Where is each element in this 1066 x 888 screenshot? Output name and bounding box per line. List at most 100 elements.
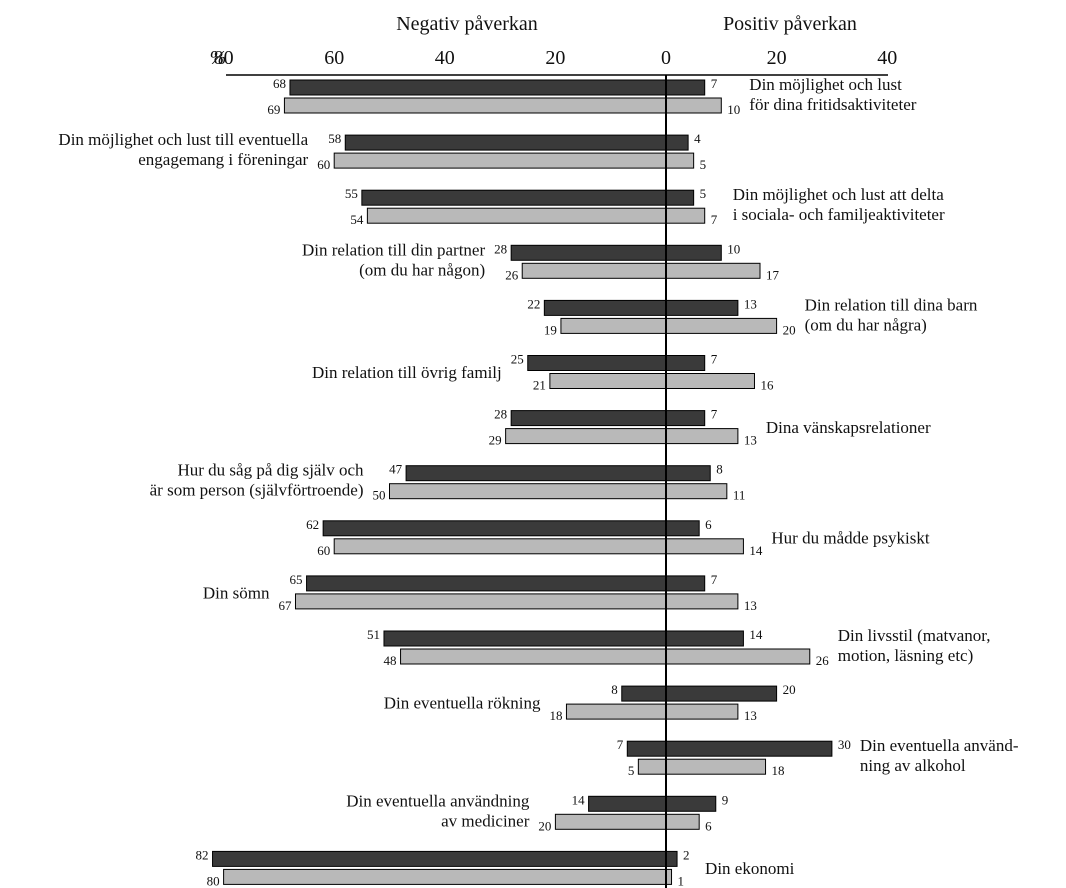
positive-value-label: 7	[711, 212, 718, 227]
bar-series-b	[283, 97, 722, 114]
bar-series-a	[361, 189, 695, 206]
positive-value-label: 7	[711, 407, 718, 422]
bar-series-b	[560, 317, 778, 334]
bar-series-b	[549, 373, 755, 389]
category-label: är som person (självförtroende)	[150, 481, 364, 500]
bar-series-a	[527, 355, 706, 371]
negative-value-label: 28	[494, 241, 507, 256]
category-label: för dina fritidsaktiviteter	[749, 95, 916, 114]
category-row: 7 30 5 18 Din eventuella använd-ning av alko…	[617, 736, 1019, 778]
bar-series-a	[383, 630, 744, 647]
positive-value-label: 2	[683, 847, 690, 862]
bar-series-a	[306, 575, 706, 592]
bar-series-a	[289, 79, 706, 96]
positive-value-label: 10	[727, 102, 740, 117]
negative-value-label: 19	[544, 322, 557, 337]
negative-value-label: 28	[494, 407, 507, 422]
category-row: 51 14 48 26 Din livsstil (matvanor,motion, l…	[367, 626, 991, 668]
x-tick-label: 60	[324, 47, 344, 69]
negative-value-label: 22	[527, 296, 540, 311]
category-label: Din ekonomi	[705, 859, 795, 878]
positive-value-label: 13	[744, 598, 757, 613]
category-label: Din eventuella rökning	[384, 694, 541, 713]
negative-value-label: 48	[384, 653, 397, 668]
category-label: Din relation till dina barn	[805, 295, 978, 314]
category-row: 62 6 60 14 Hur du mådde psykiskt	[306, 517, 930, 558]
negative-value-label: 8	[611, 682, 618, 697]
positive-value-label: 13	[744, 433, 757, 448]
positive-value-label: 4	[694, 131, 701, 146]
negative-value-label: 26	[505, 267, 519, 282]
bar-series-a	[588, 795, 717, 812]
category-row: 22 13 19 20 Din relation till dina barn(om d…	[527, 295, 978, 337]
positive-value-label: 20	[783, 682, 796, 697]
negative-value-label: 29	[489, 433, 502, 448]
category-label: Din livsstil (matvanor,	[838, 626, 991, 645]
positive-value-label: 8	[716, 462, 723, 477]
positive-value-label: 13	[744, 296, 757, 311]
positive-value-label: 30	[838, 737, 851, 752]
bar-series-b	[366, 207, 706, 224]
category-label: Hur du mådde psykiskt	[771, 528, 929, 547]
negative-value-label: 54	[350, 212, 364, 227]
category-label: motion, läsning etc)	[838, 646, 974, 665]
category-label: Dina vänskapsrelationer	[766, 418, 931, 437]
negative-value-label: 21	[533, 378, 546, 393]
negative-value-label: 51	[367, 627, 380, 642]
category-label: Din eventuella använd-	[860, 736, 1019, 755]
bar-series-b	[294, 593, 739, 610]
positive-header: Positiv påverkan	[723, 13, 857, 35]
positive-value-label: 7	[711, 572, 718, 587]
positive-value-label: 7	[711, 76, 718, 91]
positive-value-label: 1	[678, 873, 685, 888]
positive-value-label: 11	[733, 488, 746, 503]
category-label: Din eventuella användning	[346, 791, 530, 810]
category-label: (om du har någon)	[359, 260, 485, 279]
bar-series-a	[344, 134, 689, 151]
negative-value-label: 20	[538, 818, 551, 833]
positive-value-label: 6	[705, 517, 712, 532]
bar-series-a	[405, 465, 711, 482]
negative-value-label: 55	[345, 186, 358, 201]
bar-series-b	[400, 648, 811, 665]
positive-value-label: 6	[705, 818, 712, 833]
negative-value-label: 62	[306, 517, 319, 532]
category-label: Din relation till din partner	[302, 240, 486, 259]
negative-value-label: 69	[267, 102, 280, 117]
unit-label: %	[210, 47, 227, 69]
positive-value-label: 18	[772, 763, 785, 778]
x-tick-label: 20	[545, 47, 565, 69]
positive-value-label: 5	[700, 157, 707, 172]
bar-series-a	[212, 850, 678, 867]
x-tick-label: 0	[661, 47, 671, 69]
category-row: 25 7 21 16 Din relation till övrig familj	[312, 352, 774, 393]
category-label: Din sömn	[203, 583, 270, 602]
bar-series-a	[621, 685, 778, 702]
category-row: 8 20 18 13 Din eventuella rökning	[384, 682, 796, 723]
x-tick-label: 20	[767, 47, 787, 69]
category-label: Din möjlighet och lust	[749, 75, 902, 94]
bar-series-a	[543, 299, 739, 316]
bar-series-b	[505, 428, 739, 445]
positive-value-label: 14	[749, 543, 763, 558]
negative-header: Negativ påverkan	[396, 13, 538, 35]
positive-value-label: 26	[816, 653, 830, 668]
negative-value-label: 25	[511, 352, 524, 367]
bar-series-b	[637, 758, 767, 775]
negative-value-label: 50	[373, 488, 386, 503]
category-label: Din relation till övrig familj	[312, 363, 502, 382]
category-row: 82 2 80 1 Din ekonomi	[196, 847, 795, 888]
negative-value-label: 7	[617, 737, 624, 752]
negative-value-label: 82	[196, 847, 209, 862]
bar-series-a	[626, 740, 833, 757]
positive-value-label: 13	[744, 708, 757, 723]
bar-series-a	[510, 244, 722, 261]
bar-series-b	[333, 152, 695, 169]
x-axis-ticks: 80 60 40 20 0 20 40	[214, 47, 898, 69]
positive-value-label: 5	[700, 186, 707, 201]
